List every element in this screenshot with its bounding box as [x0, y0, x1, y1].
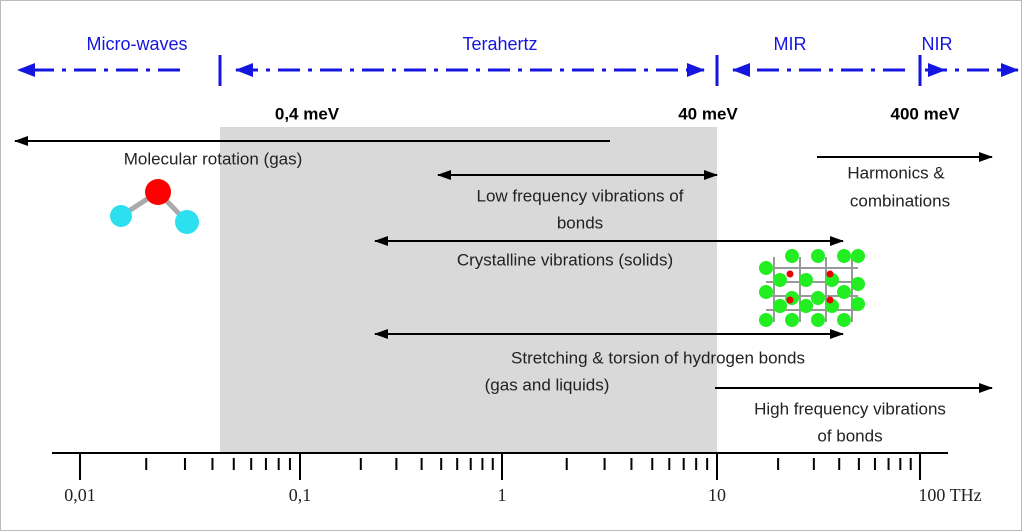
process-label: (gas and liquids) — [485, 375, 610, 394]
process-label: of bonds — [817, 426, 882, 445]
energy-label: 40 meV — [678, 104, 738, 123]
process-label: Low frequency vibrations of — [477, 186, 684, 205]
atom — [785, 249, 799, 263]
tick-label: 10 — [708, 485, 726, 505]
tick-label: 100 THz — [918, 485, 981, 505]
band-label: NIR — [922, 34, 953, 54]
ion — [826, 270, 834, 278]
process-arrows — [14, 136, 993, 393]
molecule-icon — [110, 179, 199, 234]
process-label: combinations — [850, 191, 950, 210]
tick-label: 0,01 — [64, 485, 96, 505]
tick-label: 1 — [498, 485, 507, 505]
atom — [799, 299, 813, 313]
atom — [759, 285, 773, 299]
atom — [811, 291, 825, 305]
atom — [785, 313, 799, 327]
ion — [786, 270, 794, 278]
atom — [759, 261, 773, 275]
ion — [826, 296, 834, 304]
atom — [811, 313, 825, 327]
energy-label: 0,4 meV — [275, 104, 340, 123]
process-label: Crystalline vibrations (solids) — [457, 250, 673, 269]
band-label: Terahertz — [462, 34, 537, 54]
atom — [773, 273, 787, 287]
process-label: High frequency vibrations — [754, 399, 946, 418]
atom — [851, 249, 865, 263]
atom — [837, 249, 851, 263]
atom — [837, 285, 851, 299]
atom — [773, 299, 787, 313]
terahertz-zone — [220, 127, 717, 453]
process-label: Stretching & torsion of hydrogen bonds — [511, 348, 805, 367]
atom — [851, 297, 865, 311]
energy-label: 400 meV — [891, 104, 961, 123]
process-label: Molecular rotation (gas) — [124, 149, 303, 168]
atom — [799, 273, 813, 287]
atom — [759, 313, 773, 327]
atom — [811, 249, 825, 263]
atom — [837, 313, 851, 327]
process-label: Harmonics & — [847, 163, 945, 182]
band-label: MIR — [774, 34, 807, 54]
atom — [851, 277, 865, 291]
band-label: Micro-waves — [86, 34, 187, 54]
tick-label: 0,1 — [289, 485, 312, 505]
crystal-icon — [759, 249, 865, 327]
ion — [786, 296, 794, 304]
band-separators — [218, 55, 922, 86]
axis-ticks — [79, 453, 921, 480]
process-label: bonds — [557, 213, 603, 232]
